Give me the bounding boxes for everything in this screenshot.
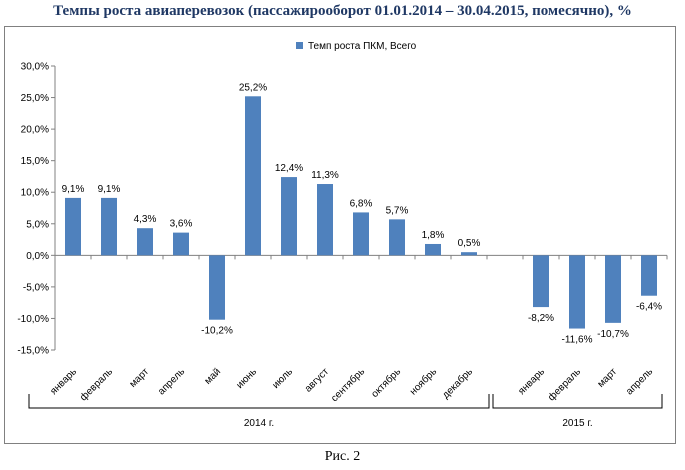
y-tick-label: 10,0% [21,188,49,199]
category-label: февраль [545,366,583,404]
bar [533,255,549,308]
data-label: 0,5% [458,238,481,249]
category-label: март [596,366,620,390]
bar [641,255,657,296]
legend: Темп роста ПКМ, Всего [296,41,417,52]
category-groups: 2014 г. 2015 г. [28,394,663,429]
data-label: 3,6% [170,219,193,230]
data-label: -8,2% [528,313,554,324]
page-title: Темпы роста авиаперевозок (пассажирообор… [53,3,632,19]
category-label: ноябрь [407,366,439,398]
bar [389,219,405,256]
y-tick-label: 25,0% [21,93,49,104]
category-label: декабрь [440,366,475,401]
y-tick-label: 5,0% [26,219,49,230]
bar [245,96,261,256]
data-label: 11,3% [311,170,339,181]
data-label: 4,3% [134,214,157,225]
category-label: сентябрь [329,366,368,405]
category-label: январь [516,366,547,397]
bar [137,228,153,256]
group-label: 2015 г. [562,418,592,429]
y-tick-label: 30,0% [21,62,49,73]
category-label: август [303,366,332,395]
axes: 30,0% 25,0% 20,0% 15,0% 10,0% 5,0% 0,0% -5,0% -1… [17,62,668,357]
bar [461,252,477,256]
bars: 9,1% январь 9,1% февраль 4,3% март 3,6% апрель -… [48,82,662,404]
bar [425,243,441,256]
data-label: 6,8% [350,198,373,209]
category-label: апрель [156,366,187,397]
group-bracket [28,394,490,409]
category-label: апрель [624,366,655,397]
bar [65,197,81,256]
data-label: 12,4% [275,163,303,174]
category-label: март [128,366,152,390]
data-label: 25,2% [239,82,267,93]
y-tick-label: 0,0% [26,251,49,262]
category-label: июнь [234,366,259,391]
group-bracket [492,394,663,409]
bar [353,212,369,256]
y-tick-label: 15,0% [21,156,49,167]
category-label: июль [270,366,295,391]
category-label: февраль [77,366,115,404]
category-label: май [203,366,224,387]
bar [173,232,189,256]
bar [209,255,225,320]
category-label: январь [48,366,79,397]
category-label: октябрь [369,366,403,400]
data-label: 1,8% [422,230,445,241]
bar [281,177,297,256]
figure-caption: Рис. 2 [324,449,361,464]
y-tick-label: -10,0% [17,314,49,325]
bar [605,255,621,323]
y-tick-label: 20,0% [21,125,49,136]
data-label: 9,1% [62,184,85,195]
data-label: -10,7% [597,329,629,340]
data-label: 9,1% [98,184,121,195]
legend-swatch [296,42,303,49]
bar [317,184,333,256]
bar [569,255,585,329]
data-label: 5,7% [386,205,409,216]
legend-label: Темп роста ПКМ, Всего [308,41,417,52]
data-label: -10,2% [201,326,233,337]
y-tick-label: -5,0% [23,282,49,293]
group-label: 2014 г. [244,418,274,429]
y-tick-label: -15,0% [17,346,49,357]
bar [101,197,117,256]
data-label: -6,4% [636,302,662,313]
chart-frame [4,26,676,444]
data-label: -11,6% [562,335,593,346]
